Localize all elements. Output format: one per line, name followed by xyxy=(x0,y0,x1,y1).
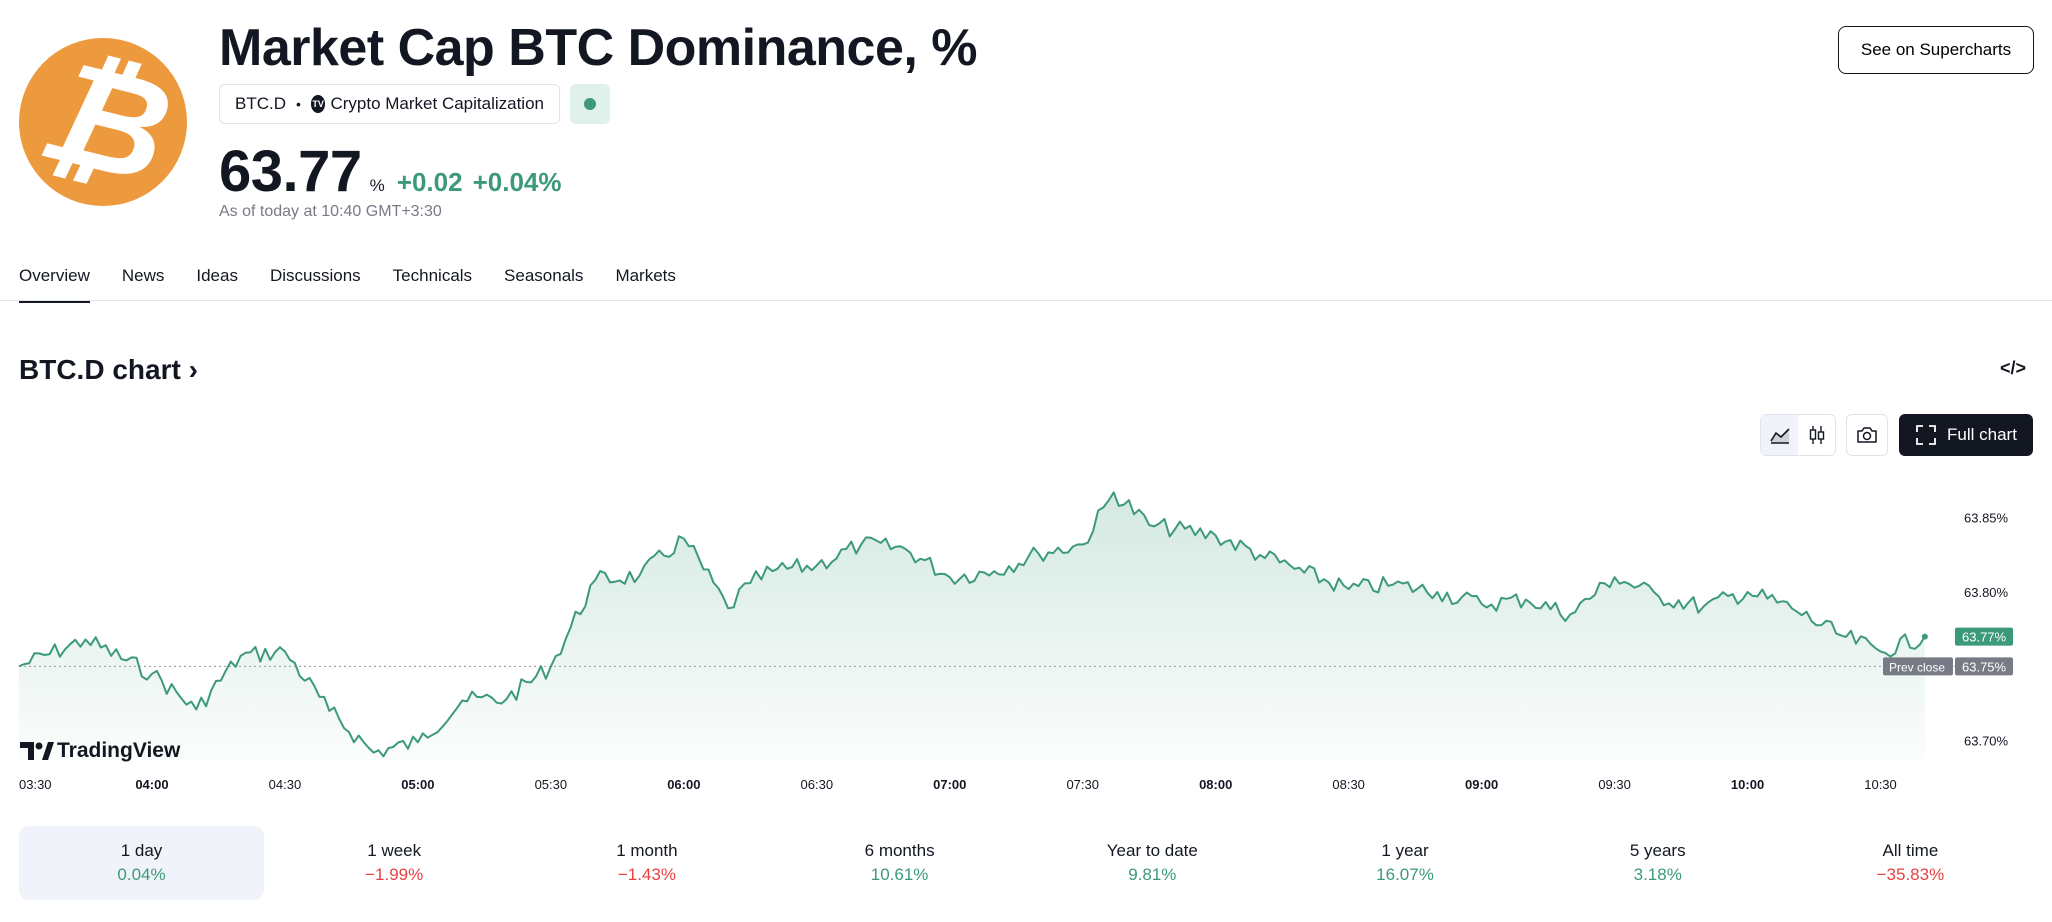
tab-markets[interactable]: Markets xyxy=(615,266,676,285)
as-of-timestamp: As of today at 10:40 GMT+3:30 xyxy=(219,203,442,220)
tradingview-icon: TV xyxy=(310,95,326,113)
price-line xyxy=(18,491,1926,758)
x-tick-label: 06:00 xyxy=(667,777,700,792)
period-label: 1 week xyxy=(367,841,422,860)
y-tick-label: 63.85% xyxy=(1964,511,2009,526)
period-change: 0.04% xyxy=(117,865,166,884)
candlestick-icon[interactable] xyxy=(1798,415,1835,455)
period-label: 1 month xyxy=(616,841,678,860)
period-card[interactable]: Year to date 9.81% xyxy=(1030,826,1275,900)
bitcoin-logo: ₿ xyxy=(19,29,187,214)
period-change: 3.18% xyxy=(1633,865,1682,884)
period-label: All time xyxy=(1882,841,1939,860)
full-chart-button[interactable]: Full chart xyxy=(1899,414,2033,456)
last-price-dot xyxy=(1921,633,1928,640)
fullscreen-icon xyxy=(1916,425,1936,445)
symbol-ticker: BTC.D xyxy=(235,94,286,113)
y-tick-label: 63.70% xyxy=(1964,734,2009,749)
provider-name: Crypto Market Capitalization xyxy=(330,94,544,113)
chart-heading[interactable]: BTC.D chart › xyxy=(19,354,198,386)
period-card[interactable]: All time −35.83% xyxy=(1788,826,2033,900)
x-tick-label: 08:00 xyxy=(1199,777,1232,792)
tab-overview[interactable]: Overview xyxy=(19,266,90,303)
last-value-label: 63.77% xyxy=(1962,630,2007,645)
prev-close-value-badge xyxy=(1955,657,2013,676)
period-change: 16.07% xyxy=(1376,865,1434,884)
period-change: −1.43% xyxy=(617,865,676,884)
period-label: 1 year xyxy=(1381,841,1429,860)
prev-close-badge xyxy=(1883,657,1953,676)
x-tick-label: 10:00 xyxy=(1731,777,1764,792)
x-tick-label: 07:00 xyxy=(933,777,966,792)
x-tick-label: 04:30 xyxy=(269,777,302,792)
tradingview-logo-icon xyxy=(20,742,34,760)
price-chart[interactable]: 63.85% 63.80% 63.70% 63.77% Prev close 63.75%… xyxy=(0,470,2052,800)
change-absolute: +0.02 xyxy=(396,167,463,197)
chevron-right-icon: › xyxy=(188,354,198,385)
period-change: −35.83% xyxy=(1876,865,1945,884)
full-chart-label: Full chart xyxy=(1947,425,2017,444)
period-label: Year to date xyxy=(1106,841,1198,860)
period-card[interactable]: 1 year 16.07% xyxy=(1283,826,1528,900)
market-status[interactable] xyxy=(570,84,610,124)
prev-close-label: Prev close xyxy=(1889,660,1945,674)
tab-discussions[interactable]: Discussions xyxy=(269,266,361,285)
tradingview-logo-slash xyxy=(42,742,54,760)
x-tick-label: 07:30 xyxy=(1066,777,1099,792)
x-tick-label: 05:30 xyxy=(535,777,568,792)
symbol-info[interactable]: BTC.D • TV Crypto Market Capitalization xyxy=(219,84,560,124)
section-tabs: Overview News Ideas Discussions Technicals Se… xyxy=(19,266,708,303)
x-tick-label: 05:00 xyxy=(401,777,434,792)
change-percent: +0.04% xyxy=(472,167,562,197)
see-on-supercharts-button[interactable]: See on Supercharts xyxy=(1838,26,2034,74)
tab-technicals[interactable]: Technicals xyxy=(392,266,473,285)
period-card[interactable]: 5 years 3.18% xyxy=(1535,826,1780,900)
current-price: 63.77 xyxy=(219,139,362,204)
tradingview-logo-dot xyxy=(35,742,43,750)
period-performance: 1 day 0.04% 1 week −1.99% 1 month −1.43% 6 mon… xyxy=(19,826,2033,900)
x-tick-label: 06:30 xyxy=(801,777,834,792)
x-tick-label: 04:00 xyxy=(135,777,168,792)
market-status-dot-icon xyxy=(584,98,596,110)
period-label: 6 months xyxy=(864,841,935,860)
tradingview-wordmark: TradingView xyxy=(57,739,181,762)
tab-ideas[interactable]: Ideas xyxy=(196,266,238,285)
prev-close-value-label: 63.75% xyxy=(1962,659,2007,674)
camera-icon[interactable] xyxy=(1846,414,1888,456)
chart-style-toggle xyxy=(1760,414,1836,456)
x-tick-label: 03:30 xyxy=(19,777,52,792)
tab-seasonals[interactable]: Seasonals xyxy=(504,266,584,285)
embed-code-icon[interactable]: </> xyxy=(2000,358,2027,378)
tabs-divider xyxy=(0,300,2052,301)
period-change: 9.81% xyxy=(1128,865,1177,884)
period-label: 5 years xyxy=(1629,841,1686,860)
period-card[interactable]: 1 month −1.43% xyxy=(524,826,769,900)
period-change: 10.61% xyxy=(870,865,929,884)
tab-news[interactable]: News xyxy=(121,266,165,285)
area-chart-icon[interactable] xyxy=(1761,415,1798,455)
area-fill xyxy=(19,492,1925,760)
x-tick-label: 09:00 xyxy=(1465,777,1498,792)
tradingview-watermark: TradingView xyxy=(20,739,181,762)
x-tick-label: 08:30 xyxy=(1332,777,1365,792)
period-card[interactable]: 6 months 10.61% xyxy=(777,826,1022,900)
price-unit: % xyxy=(369,176,385,195)
page-title: Market Cap BTC Dominance, % xyxy=(219,19,978,77)
x-tick-label: 09:30 xyxy=(1598,777,1631,792)
period-card[interactable]: 1 day 0.04% xyxy=(19,826,264,900)
last-value-badge xyxy=(1955,627,2013,646)
period-change: −1.99% xyxy=(365,865,424,884)
chart-heading-label: BTC.D chart xyxy=(19,354,181,385)
price-block: 63.77 % +0.02 +0.04% xyxy=(219,138,571,205)
period-card[interactable]: 1 week −1.99% xyxy=(272,826,517,900)
y-tick-label: 63.80% xyxy=(1964,585,2009,600)
x-tick-label: 10:30 xyxy=(1864,777,1897,792)
period-label: 1 day xyxy=(120,841,163,860)
bitcoin-icon: ₿ xyxy=(25,29,185,214)
separator-dot: • xyxy=(296,96,301,112)
